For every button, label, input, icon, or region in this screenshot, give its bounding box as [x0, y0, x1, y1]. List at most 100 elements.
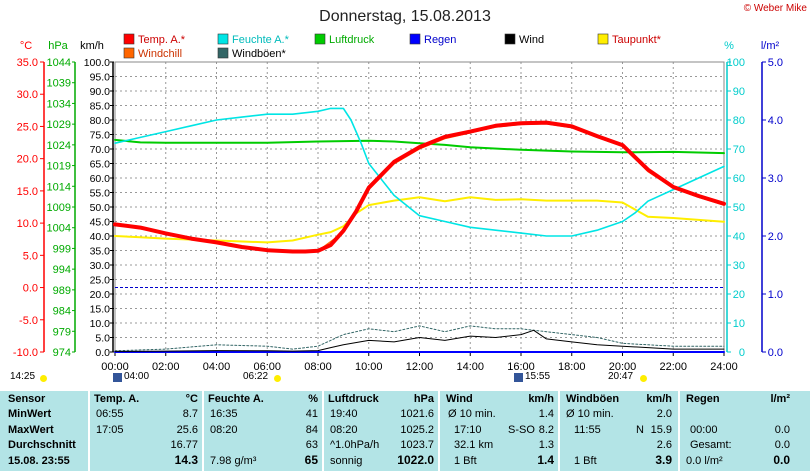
hpa-tick-label: 1019 — [47, 161, 71, 173]
pressure-avg: 1023.7 — [400, 439, 434, 451]
column-divider — [558, 391, 560, 471]
legend-swatch — [217, 47, 229, 59]
pressure-min: 1021.6 — [400, 408, 434, 420]
temp-min-time: 06:55 — [96, 408, 124, 420]
humidity-min-time: 16:35 — [210, 408, 238, 420]
x-tick-label: 18:00 — [558, 361, 586, 373]
legend-swatch — [123, 33, 135, 45]
series-line-wind — [114, 329, 725, 352]
hpa-tick-label: 994 — [53, 264, 71, 276]
kmh-tick-label: 70.0 — [90, 144, 111, 156]
rain-current: 0.0 — [773, 453, 790, 467]
lm2-tick-label: 2.0 — [768, 231, 783, 243]
chart-series — [113, 107, 726, 353]
hpa-tick-label: 979 — [53, 326, 71, 338]
legend-label: Regen — [424, 34, 456, 46]
kmh-tick-label: 15.0 — [90, 304, 111, 316]
hpa-tick-label: 1004 — [47, 223, 71, 235]
x-tick-label: 22:00 — [659, 361, 687, 373]
kmh-tick-label: 20.0 — [90, 289, 111, 301]
gust-max-time: 11:55 — [574, 424, 601, 436]
legend-swatch — [217, 33, 229, 45]
hpa-tick-label: 999 — [53, 243, 71, 255]
hpa-axis-label: hPa — [48, 40, 68, 52]
legend-label: Temp. A.* — [138, 34, 186, 46]
moon-set-icon — [514, 373, 523, 382]
series-line-luftdruck — [114, 138, 725, 155]
legend-swatch — [504, 33, 516, 45]
rain-today: 0.0 l/m² — [686, 455, 723, 467]
hpa-tick-label: 1029 — [47, 119, 71, 131]
sunset-time: 20:47 — [608, 371, 634, 382]
temp-max: 25.6 — [176, 424, 198, 436]
pressure-trend: ^1.0hPa/h — [330, 439, 380, 451]
humidity-min: 41 — [305, 408, 318, 420]
gust-column: Windböen km/h Ø 10 min. 2.0 11:55 N 15.9… — [560, 391, 678, 471]
pressure-min-time: 19:40 — [330, 408, 358, 420]
temp-avg: 16.77 — [170, 439, 198, 451]
midday-time: 06:22 — [243, 371, 269, 382]
temp-header: Temp. A. — [94, 393, 140, 405]
celsius-tick-label: 15.0 — [17, 186, 38, 198]
rain-max-time: 00:00 — [690, 424, 718, 436]
series-line-feuchte-a — [114, 107, 725, 237]
percent-tick-label: 60 — [733, 173, 745, 185]
column-divider — [678, 391, 680, 471]
x-tick-label: 12:00 — [406, 361, 434, 373]
lm2-tick-label: 4.0 — [768, 115, 783, 127]
percent-tick-label: 20 — [733, 289, 745, 301]
kmh-tick-label: 25.0 — [90, 275, 111, 287]
humidity-avg: 63 — [305, 439, 318, 451]
kmh-tick-label: 75.0 — [90, 130, 111, 142]
kmh-tick-label: 80.0 — [90, 115, 111, 127]
chart-grid — [114, 61, 725, 353]
x-tick-label: 10:00 — [355, 361, 383, 373]
column-divider — [202, 391, 204, 471]
celsius-tick-label: 35.0 — [17, 57, 38, 69]
kmh-axis-label: km/h — [80, 40, 104, 52]
kmh-tick-label: 60.0 — [90, 173, 111, 185]
celsius-tick-label: 25.0 — [17, 121, 38, 133]
wind-column: Wind km/h Ø 10 min. 1.4 17:10 S-SO 8.2 3… — [440, 391, 558, 471]
temp-unit: °C — [185, 393, 198, 405]
wind-header: Wind — [446, 393, 473, 405]
x-tick-label: 02:00 — [152, 361, 180, 373]
percent-axis-label: % — [724, 40, 734, 52]
series-line-temp-a — [113, 120, 726, 254]
wind-unit: km/h — [528, 393, 554, 405]
pressure-max-time: 08:20 — [330, 424, 358, 436]
sun-icon — [640, 375, 647, 382]
percent-tick-label: 40 — [733, 231, 745, 243]
hpa-tick-label: 974 — [53, 347, 71, 359]
kmh-tick-label: 45.0 — [90, 217, 111, 229]
gust-beaufort: 1 Bft — [574, 455, 597, 467]
hpa-tick-label: 1009 — [47, 202, 71, 214]
pressure-header: Luftdruck — [328, 393, 379, 405]
kmh-tick-label: 30.0 — [90, 260, 111, 272]
row-label-sensor: Sensor — [8, 393, 46, 405]
celsius-axis-label: °C — [20, 40, 32, 52]
kmh-tick-label: 85.0 — [90, 101, 111, 113]
lm2-tick-label: 3.0 — [768, 173, 783, 185]
pressure-current: 1022.0 — [397, 453, 434, 467]
percent-tick-label: 30 — [733, 260, 745, 272]
wind-current: 1.4 — [537, 453, 554, 467]
kmh-tick-label: 40.0 — [90, 231, 111, 243]
hpa-tick-label: 1034 — [47, 98, 71, 110]
temp-current: 14.3 — [174, 453, 198, 467]
x-tick-label: 20:00 — [609, 361, 637, 373]
series-line-taupunkt — [114, 196, 725, 244]
column-divider — [88, 391, 90, 471]
rain-total-label: Gesamt: — [690, 439, 732, 451]
percent-tick-label: 70 — [733, 144, 745, 156]
legend-label: Windchill — [138, 48, 182, 60]
lm2-axis-label: l/m² — [761, 40, 780, 52]
percent-tick-label: 50 — [733, 202, 745, 214]
wind-day-avg: 1.3 — [538, 439, 554, 451]
wind-avg-label: Ø 10 min. — [448, 408, 496, 420]
column-divider — [322, 391, 324, 471]
legend-label: Feuchte A.* — [232, 34, 290, 46]
moonset-time: 15:55 — [525, 371, 551, 382]
hpa-tick-label: 989 — [53, 285, 71, 297]
